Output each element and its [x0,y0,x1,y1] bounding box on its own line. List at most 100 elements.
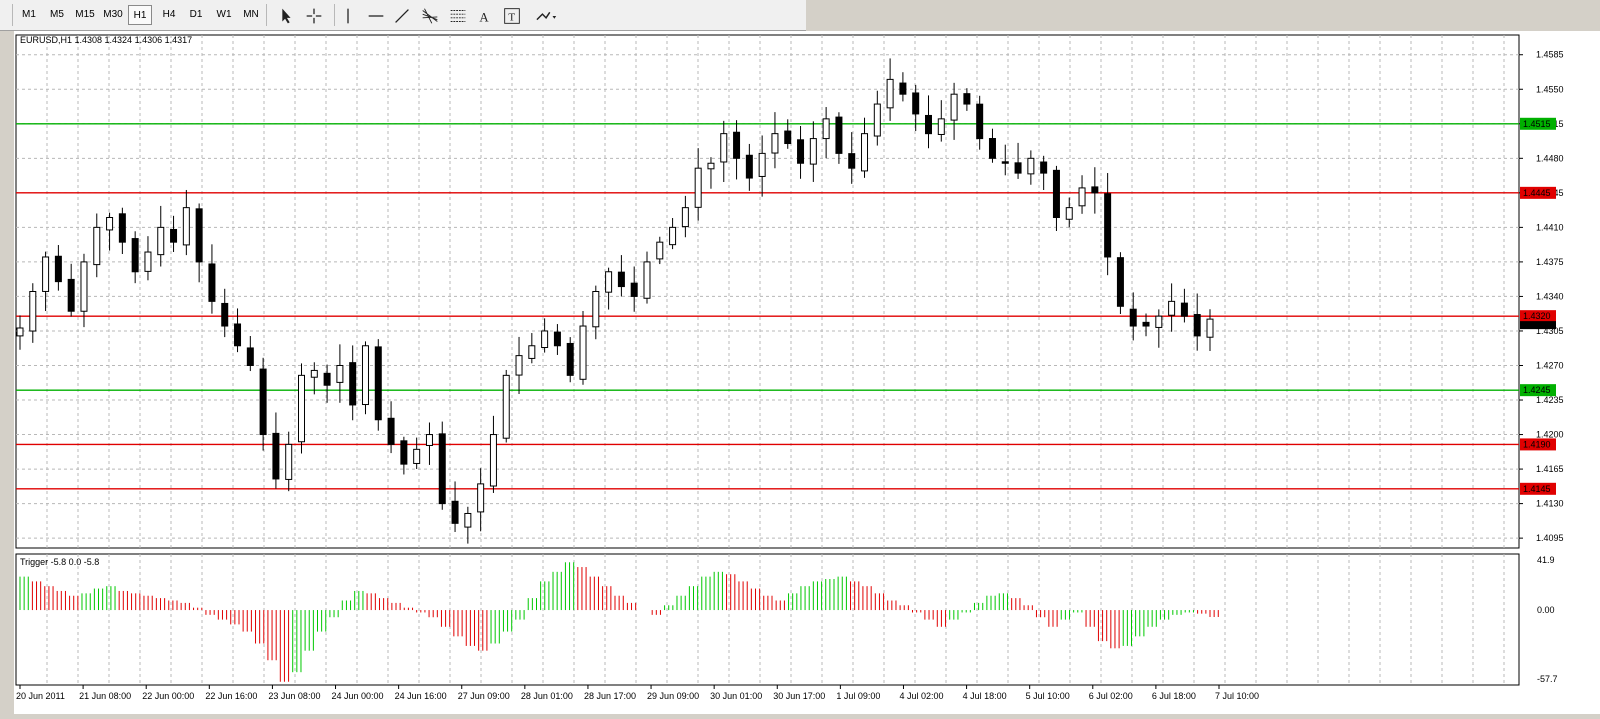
price-tick-label: 1.4095 [1536,533,1564,543]
candle-body [387,417,395,445]
level-price-tag [1520,482,1556,495]
candle-body [336,364,344,383]
candle [1168,283,1176,332]
candle [1155,309,1163,348]
candle-body [425,434,433,446]
candle [1040,155,1048,190]
candle [477,468,485,532]
timeframe-m15-button[interactable]: M15 [75,9,95,20]
candle-body [822,118,830,140]
candle-body [221,302,229,327]
candle-body [758,152,766,177]
timeframe-m30-button[interactable]: M30 [103,9,123,20]
candle-body [170,228,178,243]
candle [541,318,549,353]
main-plot-area[interactable] [15,34,1520,549]
indicator-plot-area[interactable] [15,553,1520,686]
vertical-line-icon[interactable] [336,5,360,27]
price-tick-label: 1.4305 [1536,326,1564,336]
price-tick-label: 1.4235 [1536,395,1564,405]
price-tick-label: 1.4165 [1536,464,1564,474]
text-label-icon[interactable]: T [500,5,524,27]
text-icon[interactable]: A [472,5,496,27]
candle-body [809,138,817,165]
candle-body [1193,314,1201,337]
candle [323,364,331,403]
trendline-icon[interactable] [390,5,414,27]
level-price-label: 1.4145 [1523,484,1551,494]
candle [924,95,932,149]
time-tick-label: 30 Jun 17:00 [773,691,825,701]
candle [272,412,280,489]
time-tick-label: 24 Jun 16:00 [395,691,447,701]
candle-body [131,238,139,273]
candle-body [528,345,536,359]
candle [1091,167,1099,214]
arrow-shapes-icon[interactable] [532,5,557,27]
time-tick-label: 4 Jul 18:00 [963,691,1007,701]
candle [694,148,702,221]
timeframe-d1-button[interactable]: D1 [189,9,203,20]
cursor-icon[interactable] [274,5,298,27]
timeframe-h1-button[interactable]: H1 [128,5,152,25]
candle-body [988,138,996,159]
time-tick-label: 27 Jun 09:00 [458,691,510,701]
level-price-tag [1520,438,1556,451]
price-tick-label: 1.4480 [1536,153,1564,163]
time-tick-label: 4 Jul 02:00 [899,691,943,701]
candle [106,212,114,251]
crosshair-icon[interactable] [302,5,326,27]
level-price-label: 1.4445 [1523,188,1551,198]
candle-body [144,251,152,272]
candle-body [502,374,510,439]
candle [1078,175,1086,214]
candle [937,100,945,142]
horizontal-line-icon[interactable] [364,5,388,27]
time-tick-label: 24 Jun 00:00 [332,691,384,701]
candle-body [912,92,920,115]
candle [374,339,382,431]
candle [835,112,843,164]
timeframe-mn-button[interactable]: MN [243,9,259,20]
candle [489,415,497,493]
candle [886,58,894,121]
timeframe-m5-button[interactable]: M5 [50,9,64,20]
candle [528,333,536,364]
candle [758,135,766,197]
chart-symbol-readout: EURUSD,H1 1.4308 1.4324 1.4306 1.4317 [20,35,192,45]
svg-text:A: A [479,11,489,25]
gann-fan-icon[interactable] [418,5,442,27]
timeframe-m1-button[interactable]: M1 [22,9,36,20]
level-price-tag [1520,310,1556,323]
candle [912,84,920,132]
indicator-tick-label: 0.00 [1537,605,1555,615]
candle-body [349,362,357,406]
candle-body [835,116,843,154]
candle-body [93,226,101,266]
candle [797,125,805,179]
price-tick-label: 1.4375 [1536,257,1564,267]
candle-body [29,291,37,332]
candle [592,285,600,340]
candle [733,120,741,180]
candle-body [298,374,306,443]
candle-body [1065,207,1073,220]
chart-window[interactable]: 1.4585 1.4550 1.4515 1.4480 1.4445 1.4410 1.43… [14,31,1600,714]
candle-body [937,118,945,135]
candle-body [745,154,753,179]
candle [451,481,459,532]
time-tick-label: 22 Jun 16:00 [205,691,257,701]
fibonacci-icon[interactable] [446,5,470,27]
candle [195,203,203,283]
timeframe-h4-button[interactable]: H4 [162,9,176,20]
candle-body [1104,193,1112,258]
price-chart[interactable]: 1.4585 1.4550 1.4515 1.4480 1.4445 1.4410 1.43… [14,31,1600,714]
level-price-label: 1.4190 [1523,439,1551,449]
candle-body [694,167,702,208]
timeframe-w1-button[interactable]: W1 [216,9,232,20]
candle-body [67,278,75,312]
candle-body [720,133,728,163]
candle [1104,173,1112,276]
candle-body [195,208,203,263]
level-price-tag [1520,186,1556,199]
